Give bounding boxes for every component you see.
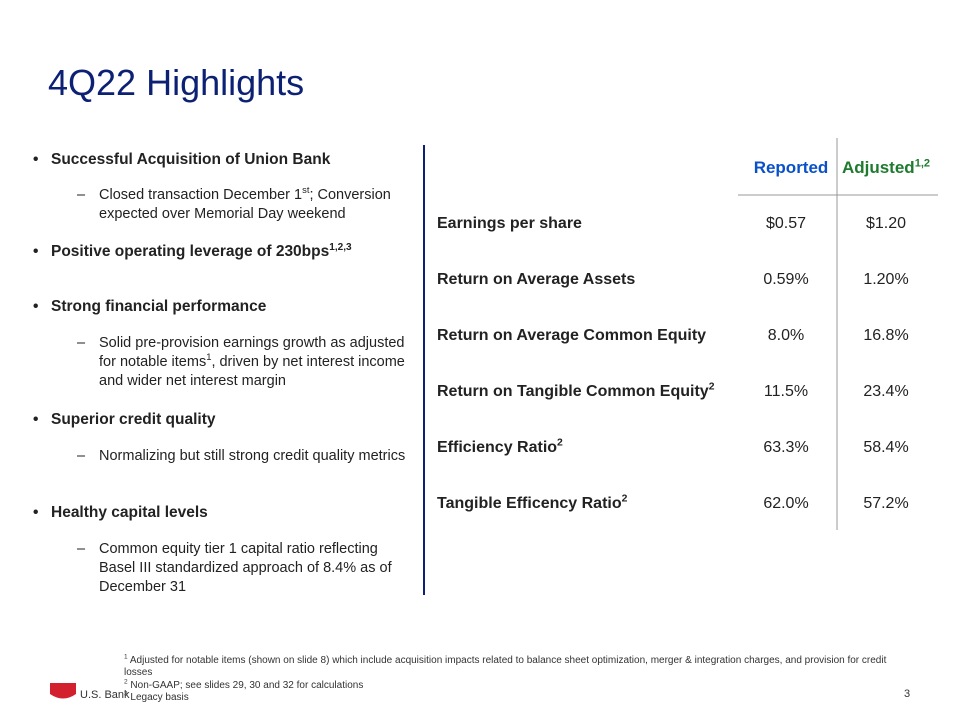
row-label: Tangible Efficency Ratio2: [437, 493, 628, 513]
sub-bullet: Closed transaction December 1st; Convers…: [77, 184, 414, 224]
header-text: Reported: [753, 158, 829, 177]
text-run: Solid pre-provision earnings growth as a…: [99, 335, 405, 370]
header-text: Adjusted: [841, 158, 915, 177]
footnote-mark: 1: [124, 653, 128, 661]
table-value: 63.3%: [763, 439, 809, 456]
column-header: Reported: [736, 158, 846, 178]
superscript: 1,2,3: [329, 241, 352, 253]
bullet: Healthy capital levels: [33, 503, 411, 523]
table-value: 16.8%: [863, 327, 909, 344]
bullet: Successful Acquisition of Union Bank: [33, 150, 411, 170]
superscript: 2: [621, 493, 628, 505]
bullet: Positive operating leverage of 230bps1,2…: [33, 241, 411, 262]
text-run: Common equity tier 1 capital ratio refle…: [99, 541, 392, 595]
text-run: , driven by net interest income and wide…: [99, 354, 405, 389]
footnote: 1 Adjusted for notable items (shown on s…: [124, 653, 894, 679]
footnote: 3 Legacy basis: [124, 690, 894, 704]
text-run: Positive operating leverage of 230bps: [51, 243, 330, 260]
logo-mark: [50, 683, 76, 699]
table-value: $1.20: [865, 215, 907, 232]
footnote-text: Non-GAAP; see slides 29, 30 and 32 for c…: [130, 680, 364, 691]
column-header: Adjusted1,2: [831, 158, 941, 178]
label-text: Return on Average Common Equity: [437, 327, 707, 344]
text-run: Strong financial performance: [51, 298, 267, 315]
row-label: Return on Average Common Equity: [437, 327, 706, 345]
row-label: Return on Average Assets: [437, 271, 635, 289]
page-number: 3: [904, 688, 911, 700]
row-label: Earnings per share: [437, 215, 582, 233]
table-value: 23.4%: [863, 383, 909, 400]
superscript: st: [302, 184, 310, 196]
text-run: Normalizing but still strong credit qual…: [99, 448, 406, 464]
label-text: Efficiency Ratio: [437, 439, 558, 456]
superscript: 2: [708, 381, 715, 393]
table-value: $0.57: [765, 215, 807, 232]
label-text: Earnings per share: [437, 215, 582, 232]
label-text: Tangible Efficency Ratio: [437, 495, 622, 512]
table-value: 62.0%: [763, 495, 809, 512]
table-value: 0.59%: [763, 271, 809, 288]
text-run: Successful Acquisition of Union Bank: [51, 151, 331, 168]
table-value: 1.20%: [863, 271, 909, 288]
text-run: ; Conversion expected over Memorial Day …: [99, 187, 391, 222]
table-value: 11.5%: [763, 383, 809, 400]
table-value: 58.4%: [863, 439, 909, 456]
table-value: 57.2%: [863, 495, 909, 512]
logo-text: U.S. Bank: [80, 689, 130, 701]
footnote-mark: 2: [124, 678, 128, 686]
slide-title: 4Q22 Highlights: [48, 62, 305, 103]
footnote-mark: 3: [124, 690, 128, 698]
superscript: 1,2: [914, 157, 931, 170]
bullet: Strong financial performance: [33, 297, 411, 317]
text-run: Closed transaction December 1: [99, 187, 303, 203]
bullet: Superior credit quality: [33, 410, 411, 430]
label-text: Return on Average Assets: [437, 271, 636, 288]
table-value: 8.0%: [767, 327, 805, 344]
footnote: 2 Non-GAAP; see slides 29, 30 and 32 for…: [124, 678, 894, 692]
row-label: Efficiency Ratio2: [437, 437, 563, 457]
sub-bullet: Common equity tier 1 capital ratio refle…: [77, 540, 414, 597]
text-run: Healthy capital levels: [51, 504, 208, 521]
sub-bullet: Solid pre-provision earnings growth as a…: [77, 334, 414, 391]
superscript: 2: [557, 437, 563, 449]
superscript: 1: [206, 351, 212, 363]
sub-bullet: Normalizing but still strong credit qual…: [77, 447, 414, 466]
label-text: Return on Tangible Common Equity: [437, 383, 709, 400]
footnote-text: Legacy basis: [130, 692, 189, 703]
text-run: Superior credit quality: [51, 411, 216, 428]
row-label: Return on Tangible Common Equity2: [437, 381, 715, 401]
footnote-text: Adjusted for notable items (shown on sli…: [124, 655, 887, 678]
